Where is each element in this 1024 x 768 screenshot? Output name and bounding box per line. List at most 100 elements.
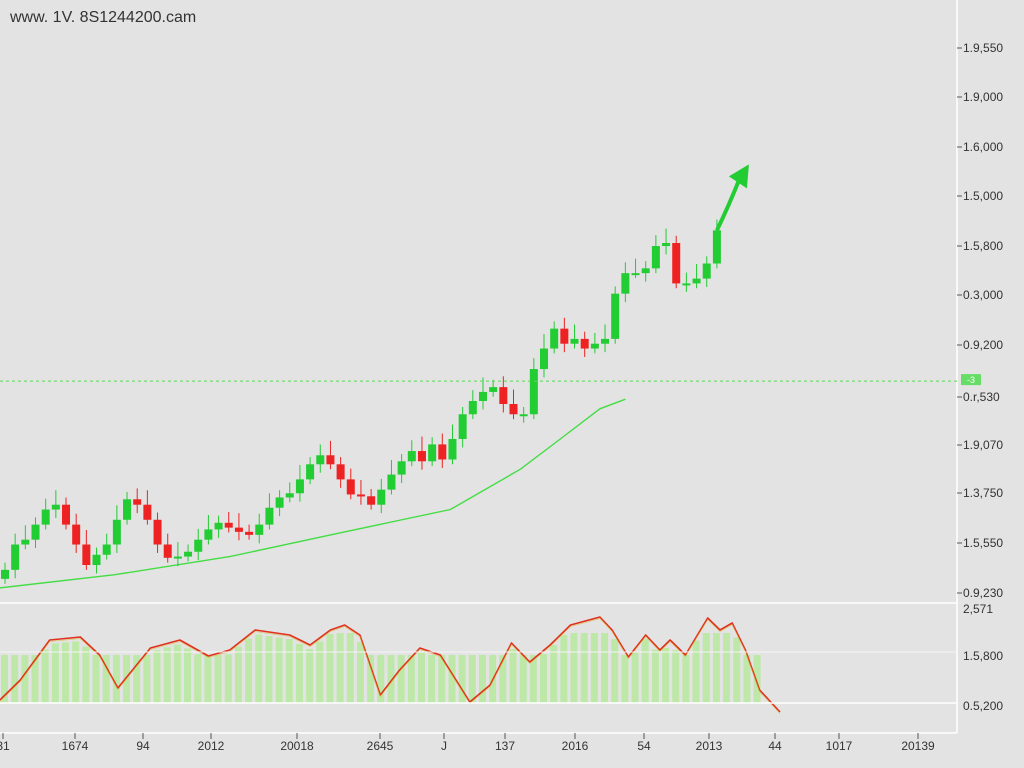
histogram-bar (356, 642, 364, 703)
y-tick-label: 1.3,750 (963, 486, 1003, 500)
histogram-bar (255, 634, 263, 703)
candle-down (417, 451, 426, 462)
y-tick-label: 0.9,230 (963, 586, 1003, 600)
x-tick-label: 2013 (696, 739, 723, 753)
candle-up (397, 461, 406, 475)
candle-down (72, 524, 81, 545)
x-tick-label: 20139 (901, 739, 935, 753)
candle-up (11, 544, 20, 570)
histogram-bar (102, 655, 110, 703)
x-tick-label: 2645 (367, 739, 394, 753)
histogram-bar (285, 639, 293, 703)
histogram-bar (306, 649, 314, 703)
candle-down (672, 243, 681, 284)
histogram-bar (51, 643, 59, 703)
candle-down (367, 496, 376, 505)
candle-up (275, 497, 284, 508)
histogram-bar (326, 634, 334, 703)
histogram-bar (387, 655, 395, 703)
candle-up (285, 493, 294, 498)
candle-down (153, 519, 162, 545)
candle-down (245, 531, 254, 535)
candle-up (570, 338, 579, 344)
candle-up (31, 524, 40, 540)
candle-down (499, 387, 508, 405)
y-tick-label: 1.9,070 (963, 438, 1003, 452)
histogram-bar (641, 639, 649, 703)
histogram-bar (529, 655, 537, 703)
candle-up (41, 509, 50, 525)
candle-up (478, 391, 487, 401)
histogram-bar (458, 655, 466, 703)
y-tick-label: 0.9,200 (963, 338, 1003, 352)
candle-down (326, 455, 335, 465)
histogram-bar (41, 649, 49, 703)
histogram-bar (468, 655, 476, 703)
histogram-bar (92, 655, 100, 703)
candle-up (387, 474, 396, 490)
candle-up (540, 348, 549, 370)
y-tick-label: 1.9,000 (963, 90, 1003, 104)
histogram-bar (672, 650, 680, 703)
histogram-bar (11, 655, 19, 703)
candle-up (601, 338, 610, 344)
candle-up (1, 569, 9, 579)
y-tick-label: 1.9,550 (963, 41, 1003, 55)
moving-average-line (0, 398, 626, 589)
candle-down (346, 479, 355, 495)
histogram-bar (631, 651, 639, 703)
histogram-bar (1, 655, 8, 703)
candle-up (265, 507, 274, 525)
candle-up (651, 246, 660, 269)
candle-up (102, 544, 111, 555)
candle-up (123, 499, 132, 520)
histogram-bar (346, 633, 354, 703)
candle-up (458, 414, 467, 439)
histogram-bar (204, 655, 212, 703)
histogram-bar (438, 655, 446, 703)
histogram-bar (234, 646, 242, 703)
histogram-bar (397, 655, 405, 703)
candle-down (509, 404, 518, 415)
candle-up (468, 400, 477, 415)
histogram-bar (82, 646, 90, 703)
histogram-bar (509, 649, 517, 703)
histogram-bar (133, 655, 141, 703)
histogram-bar (682, 655, 690, 703)
candle-down (224, 522, 233, 528)
chart-title: www. 1V. 8S1244200.cam (10, 9, 197, 26)
histogram-bar (448, 655, 456, 703)
candle-up (621, 273, 630, 294)
histogram-bar (62, 642, 70, 703)
histogram-bar (662, 648, 670, 703)
candle-up (631, 273, 640, 276)
candle-up (194, 539, 203, 552)
histogram-bar (275, 637, 283, 703)
histogram-bar (367, 655, 375, 703)
histogram-bar (499, 655, 507, 703)
x-tick-label: 54 (637, 739, 651, 753)
candle-down (438, 444, 447, 460)
trend-arrow-icon (728, 164, 749, 189)
candle-down (62, 504, 71, 525)
histogram-bar (570, 633, 578, 703)
candle-up (92, 554, 101, 566)
histogram-bar (112, 655, 120, 703)
histogram-bar (377, 655, 385, 703)
x-tick-label: 44 (768, 739, 782, 753)
y-tick-label-bg (962, 391, 1020, 405)
candle-down (234, 527, 243, 532)
candle-up (214, 522, 223, 530)
candle-up (662, 243, 671, 247)
histogram-bar (621, 655, 629, 703)
candle-down (163, 544, 172, 558)
histogram-bar (224, 654, 232, 703)
histogram-bar (519, 655, 527, 703)
x-tick-label: 137 (495, 739, 515, 753)
histogram-bar (601, 633, 609, 703)
histogram-bar (478, 655, 486, 703)
candle-down (560, 328, 569, 344)
candle-up (173, 556, 182, 559)
candle-up (184, 551, 193, 557)
